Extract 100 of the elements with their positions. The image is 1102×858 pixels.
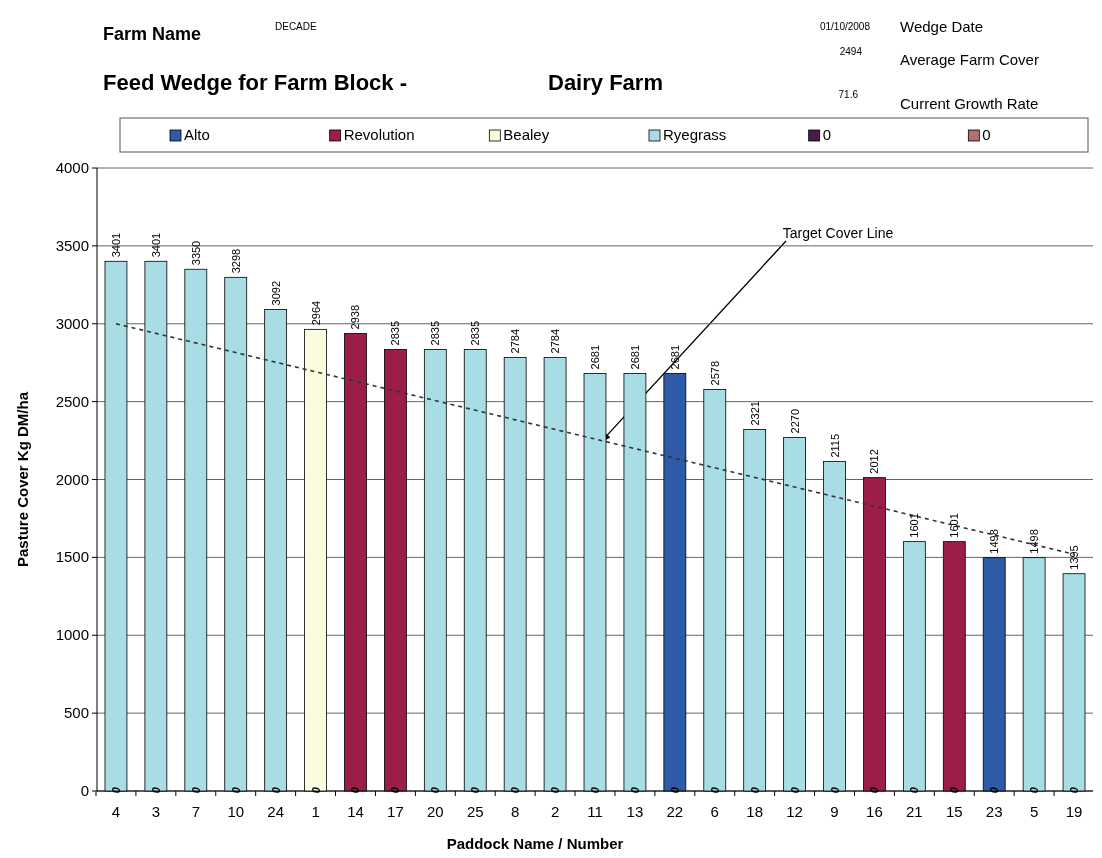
y-tick-label: 2000 <box>55 470 89 488</box>
data-label: 3350 <box>189 240 202 266</box>
x-tick-label: 3 <box>151 803 161 820</box>
data-label: 0 <box>1028 786 1041 794</box>
data-label: 0 <box>589 786 601 794</box>
chart-subtitle: Dairy Farm <box>548 70 663 95</box>
text: 2494 <box>839 46 863 57</box>
x-tick-label: 6 <box>710 803 719 820</box>
data-label: 0 <box>189 786 202 794</box>
y-axis-title: Pasture Cover Kg DM/ha <box>14 391 31 568</box>
x-tick-label: 16 <box>866 803 883 820</box>
legend-label: 0 <box>982 126 991 143</box>
x-tick-label: 20 <box>426 803 444 820</box>
text: DECADE <box>275 21 317 32</box>
data-label: 2578 <box>708 360 721 386</box>
data-label: 0 <box>469 786 482 794</box>
chart-title: Feed Wedge for Farm Block - <box>103 70 407 95</box>
y-tick-label: 0 <box>80 782 89 799</box>
x-tick-label: 18 <box>746 803 764 820</box>
data-label: 3298 <box>229 248 242 274</box>
data-label: 2681 <box>628 344 641 370</box>
text: 01/10/2008 <box>819 21 871 32</box>
text: Farm Name <box>103 24 202 44</box>
data-label: 1601 <box>908 513 921 538</box>
legend-label: Alto <box>184 126 210 143</box>
data-label: 1601 <box>948 513 961 538</box>
data-label: 2835 <box>429 320 442 346</box>
y-tick-label: 500 <box>63 704 89 722</box>
data-label: 1498 <box>988 529 1001 554</box>
data-label: 3092 <box>269 280 282 306</box>
data-label: 0 <box>628 786 641 794</box>
data-label: 2681 <box>589 344 601 370</box>
x-tick-label: 15 <box>945 803 963 820</box>
data-label: 0 <box>908 786 921 794</box>
annotation: Target Cover Line <box>782 225 894 241</box>
data-label: 2784 <box>549 328 562 354</box>
y-tick-label: 2500 <box>55 392 89 410</box>
legend-label: Revolution <box>343 126 415 143</box>
legend-label: Bealey <box>503 126 550 143</box>
data-label: 2835 <box>469 320 482 346</box>
data-label: 2012 <box>868 449 881 474</box>
data-label: 0 <box>149 786 162 794</box>
x-tick-label: 5 <box>1029 803 1039 820</box>
data-label: 2938 <box>349 304 362 330</box>
data-label: 2115 <box>828 433 841 458</box>
data-label: 0 <box>229 786 242 794</box>
x-tick-label: 22 <box>666 803 684 820</box>
x-axis-title: Paddock Name / Number <box>446 835 624 852</box>
x-tick-label: 2 <box>550 803 560 820</box>
data-label: 3401 <box>149 232 162 258</box>
x-tick-label: 17 <box>387 803 404 820</box>
data-label: 0 <box>948 786 961 794</box>
y-tick-label: 3000 <box>55 314 89 332</box>
data-label: 2835 <box>389 320 402 346</box>
data-label: 0 <box>509 786 522 794</box>
x-tick-label: 10 <box>227 803 245 820</box>
data-label: 3401 <box>109 232 122 258</box>
legend-label: Ryegrass <box>663 126 727 143</box>
x-tick-label: 23 <box>985 803 1003 820</box>
data-label: 0 <box>828 786 841 794</box>
data-label: 0 <box>429 786 442 794</box>
legend-label: 0 <box>822 126 832 143</box>
text: Wedge Date <box>900 18 984 35</box>
data-label: 0 <box>389 786 402 794</box>
data-label: 2321 <box>748 401 761 426</box>
data-label: 0 <box>988 786 1001 794</box>
y-tick-label: 4000 <box>55 159 89 176</box>
x-tick-label: 24 <box>267 803 284 820</box>
data-label: 2270 <box>788 408 801 434</box>
x-tick-label: 4 <box>111 803 121 820</box>
text: 71.6 <box>838 89 859 100</box>
data-label: 2964 <box>309 300 322 326</box>
x-tick-label: 25 <box>466 803 484 820</box>
data-label: 0 <box>349 786 362 794</box>
y-tick-label: 1000 <box>55 626 89 644</box>
data-label: 0 <box>1068 786 1081 794</box>
data-label: 0 <box>668 786 681 794</box>
data-label: 0 <box>868 786 881 794</box>
data-label: 2784 <box>509 328 522 354</box>
data-label: 1395 <box>1068 545 1081 570</box>
text: Current Growth Rate <box>900 95 1039 112</box>
x-tick-label: 14 <box>347 803 364 820</box>
data-label: 0 <box>549 786 562 794</box>
data-label: 0 <box>309 786 322 794</box>
data-label: 2681 <box>668 344 681 370</box>
y-tick-label: 3500 <box>55 236 89 254</box>
text: Average Farm Cover <box>900 51 1039 68</box>
data-label: 0 <box>748 786 761 794</box>
x-tick-label: 13 <box>626 803 644 820</box>
y-tick-label: 1500 <box>55 548 89 566</box>
data-label: 0 <box>109 786 122 794</box>
data-label: 0 <box>788 786 801 794</box>
x-tick-label: 1 <box>311 803 320 820</box>
x-tick-label: 12 <box>786 803 803 820</box>
x-tick-label: 19 <box>1065 803 1083 820</box>
data-label: 0 <box>708 786 721 794</box>
x-tick-label: 9 <box>830 803 839 820</box>
data-label: 1498 <box>1028 529 1041 554</box>
x-tick-label: 11 <box>587 803 603 820</box>
x-tick-label: 7 <box>191 803 200 820</box>
